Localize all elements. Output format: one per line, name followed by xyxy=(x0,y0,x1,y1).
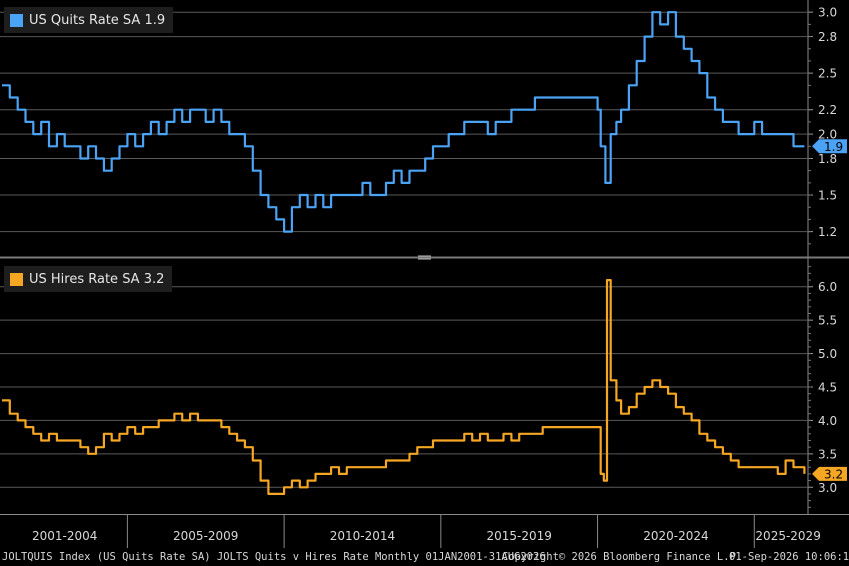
x-tick-label: 2025-2029 xyxy=(755,529,820,543)
quits-swatch-icon xyxy=(10,13,23,27)
y-tick-label: 2.5 xyxy=(818,67,837,81)
quits-series-line xyxy=(2,11,805,233)
y-tick-label: 3.0 xyxy=(818,6,837,20)
x-tick-label: 2001-2004 xyxy=(32,529,97,543)
y-tick-label: 3.5 xyxy=(818,447,837,461)
hires-last-value: 3.2 xyxy=(824,467,843,481)
footer-index-description: JOLTQUIS Index (US Quits Rate SA) JOLTS … xyxy=(2,551,546,563)
y-tick-label: 2.8 xyxy=(818,30,837,44)
y-tick-label: 4.5 xyxy=(818,381,837,395)
y-tick-label: 1.2 xyxy=(818,225,837,239)
legend-hires[interactable]: US Hires Rate SA 3.2 xyxy=(4,266,173,292)
hires-series-line xyxy=(2,279,806,495)
y-tick-label: 6.0 xyxy=(818,280,837,294)
y-tick-label: 4.0 xyxy=(818,414,837,428)
hires-swatch-icon xyxy=(10,272,23,286)
quits-last-value-badge xyxy=(812,139,847,154)
legend-quits[interactable]: US Quits Rate SA 1.9 xyxy=(4,7,174,33)
legend-quits-label: US Quits Rate SA 1.9 xyxy=(29,12,166,28)
footer-copyright: Copyright© 2026 Bloomberg Finance L.P. xyxy=(502,551,743,563)
y-tick-label: 5.5 xyxy=(818,314,837,328)
y-tick-label: 1.5 xyxy=(818,189,837,203)
y-tick-label: 1.8 xyxy=(818,152,837,166)
x-tick-label: 2020-2024 xyxy=(643,529,708,543)
footer-bar: JOLTQUIS Index (US Quits Rate SA) JOLTS … xyxy=(0,548,849,566)
x-tick-label: 2010-2014 xyxy=(330,529,395,543)
footer-timestamp: 01-Sep-2026 10:06:17 xyxy=(729,551,849,563)
x-tick-label: 2005-2009 xyxy=(173,529,238,543)
y-tick-label: 2.2 xyxy=(818,103,837,117)
y-tick-label: 2.0 xyxy=(818,128,837,142)
legend-hires-label: US Hires Rate SA 3.2 xyxy=(29,271,165,287)
hires-last-value-badge xyxy=(812,466,847,481)
quits-last-value: 1.9 xyxy=(824,140,843,154)
x-tick-label: 2015-2019 xyxy=(486,529,551,543)
y-tick-label: 3.0 xyxy=(818,481,837,495)
y-tick-label: 5.0 xyxy=(818,347,837,361)
